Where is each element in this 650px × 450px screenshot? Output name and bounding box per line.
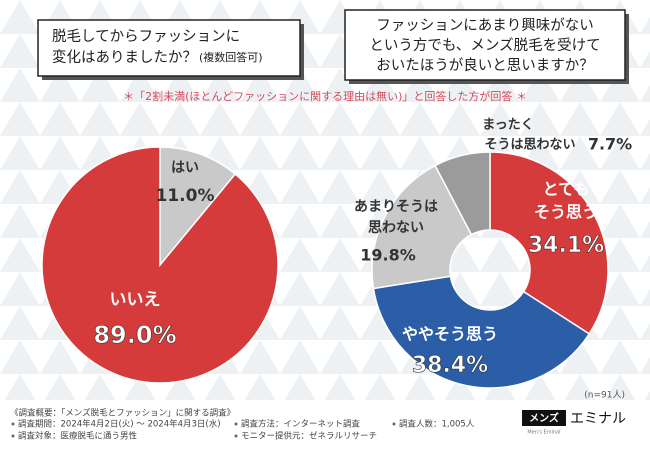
value-label: 11.0% <box>156 186 215 206</box>
value-label: 89.0% <box>93 321 176 349</box>
slice <box>159 146 237 268</box>
title-line: 変化はありましたか？ <box>52 49 197 66</box>
footer-item: モニター提供元：ゼネラルリサーチ <box>241 431 377 442</box>
slice <box>371 164 473 290</box>
slice <box>41 146 279 384</box>
footer-item: 調査人数：1,005人 <box>399 419 475 430</box>
sample-size: (n=91人) <box>584 390 625 401</box>
slice <box>372 275 591 389</box>
footer-item: 調査対象：医療脱毛に通う男性 <box>18 431 138 442</box>
title-box <box>344 9 626 81</box>
slice <box>489 151 609 335</box>
bullet <box>11 434 15 438</box>
logo-name: エミナル <box>570 411 626 427</box>
title-line: 脱毛してからファッションに <box>52 28 240 45</box>
slice-label: ややそう思う <box>402 325 498 344</box>
title-line: という方でも、メンズ脱毛を受けて <box>369 37 600 54</box>
bullet <box>234 422 238 426</box>
title-box <box>37 19 301 77</box>
slice-label: あまりそうは <box>354 199 438 215</box>
logo-badge <box>522 410 566 426</box>
bullet <box>234 434 238 438</box>
logo-tagline: Men's Eminal <box>527 430 560 436</box>
bullet <box>392 422 396 426</box>
footer-item: 調査期間：2024年4月2日(火) 〜 2024年4月3日(水) <box>18 419 221 430</box>
footer-item: 調査方法：インターネット調査 <box>241 419 361 430</box>
value-label: 7.7% <box>588 135 632 154</box>
value-label: 38.4% <box>412 353 488 378</box>
value-label: 34.1% <box>528 233 604 258</box>
slice <box>434 151 491 236</box>
slice-label: はい <box>171 160 199 176</box>
slice-label: いいえ <box>110 290 161 310</box>
slice-label: 思わない <box>368 220 424 236</box>
logo-badge-text: メンズ <box>529 412 559 425</box>
bullet <box>11 422 15 426</box>
footer-heading: 《調査概要：「メンズ脱毛とファッション」に関する調査》 <box>10 408 235 419</box>
slice-label: まったく <box>482 118 533 133</box>
note: ＊「2割未満(ほとんどファッションに関する理由は無い)」と回答した方が回答 ＊ <box>123 89 527 103</box>
subtitle: (複数回答可) <box>199 50 263 64</box>
title-line: おいたほうが良いと思いますか？ <box>376 57 594 74</box>
value-label: 19.8% <box>360 246 416 265</box>
title-line: ファッションにあまり興味がない <box>376 17 594 34</box>
slice-label: そうは思わない <box>484 138 575 153</box>
slice-label: そう思う <box>534 203 598 222</box>
slice-label: とても <box>543 180 590 199</box>
